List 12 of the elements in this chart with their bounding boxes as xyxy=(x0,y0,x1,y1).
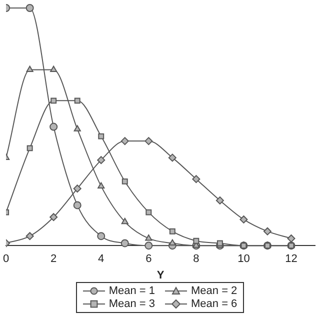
x-tick-label: 0 xyxy=(2,253,10,266)
x-tick-label: 2 xyxy=(50,253,57,266)
legend-label: Mean = 2 xyxy=(191,285,238,297)
x-tick-label: 6 xyxy=(146,253,152,266)
x-tick-label: 12 xyxy=(285,253,298,266)
x-tick-label: 4 xyxy=(98,253,104,266)
legend-label: Mean = 6 xyxy=(191,298,238,310)
legend-label: Mean = 3 xyxy=(108,298,155,310)
x-tick-label: 10 xyxy=(238,253,250,266)
legend-label: Mean = 1 xyxy=(108,285,155,297)
x-axis-title: Y xyxy=(156,269,165,282)
x-tick-label: 8 xyxy=(193,253,200,266)
